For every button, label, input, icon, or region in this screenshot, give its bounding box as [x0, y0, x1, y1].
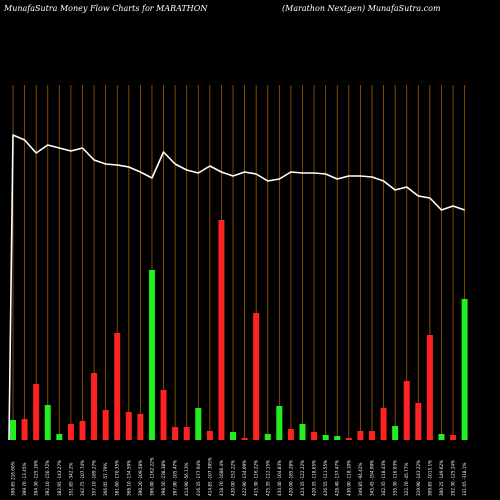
x-tick-label: 397.90 -105.47% — [173, 460, 178, 496]
x-tick-label: 425.35 -112.15% — [265, 460, 270, 496]
flow-bar — [195, 408, 202, 440]
flow-bar — [264, 434, 271, 440]
flow-bar — [172, 427, 179, 440]
price-line — [8, 134, 465, 441]
flow-bar — [160, 390, 167, 440]
flow-bar — [33, 384, 40, 440]
flow-bar — [91, 373, 98, 440]
x-tick-label: 428.40 -137.47% — [335, 460, 340, 496]
x-tick-label: 357.10 -189.27% — [92, 460, 97, 496]
x-tick-label: 322.70 -45.77% — [404, 463, 409, 496]
x-tick-label: 430.90 -118.10% — [346, 460, 351, 496]
x-tick-label: 420.35 -118.65% — [312, 460, 317, 496]
flow-bar — [276, 406, 283, 440]
flow-bars — [10, 220, 468, 440]
flow-bar — [426, 335, 433, 440]
flow-bar — [311, 432, 318, 440]
x-tick-label: 345.45 -194.99% — [369, 460, 374, 496]
x-tick-label: 319.90 -143.22% — [416, 460, 421, 496]
flow-bar — [287, 429, 294, 440]
x-tick-label: 351.85 -342.2% — [68, 463, 73, 496]
price-line-layer — [8, 134, 465, 441]
x-tick-label: 424.35 -122.22% — [300, 460, 305, 496]
flow-bar — [322, 435, 329, 440]
x-tick-label: 398.50 -238.38% — [161, 460, 166, 496]
flow-bar — [357, 431, 364, 440]
flow-bar — [44, 405, 51, 440]
flow-bar — [450, 435, 457, 440]
x-tick-label: 335.30 -116.03% — [393, 460, 398, 496]
x-tick-label: 414.90 -56.13% — [184, 463, 189, 496]
x-tick-label: 399.70 -13.45% — [22, 463, 27, 496]
flow-bar — [137, 414, 144, 440]
flow-bar — [380, 408, 387, 440]
x-tick-label: 292.30 -125.24% — [451, 460, 456, 496]
x-tick-label: 422.90 -134.09% — [242, 460, 247, 496]
x-tick-label: 382.95 -143.27% — [57, 460, 62, 496]
flow-bar — [183, 427, 190, 440]
x-tick-label: 342.35 -118.43% — [381, 460, 386, 496]
flow-bar — [438, 434, 445, 440]
flow-bar — [345, 438, 352, 440]
grid-lines — [12, 85, 466, 440]
flow-bar — [415, 403, 422, 440]
x-tick-label: 331.65 -318.1% — [462, 463, 467, 496]
x-tick-label: 416.35 -177.94% — [196, 460, 201, 496]
flow-bar — [241, 438, 248, 440]
flow-bar — [299, 424, 306, 440]
flow-bar — [461, 299, 468, 440]
flow-bar — [114, 333, 121, 440]
x-tick-label: 420.00 -185.28% — [288, 460, 293, 496]
x-tick-label: 381.60 -170.35% — [115, 460, 120, 496]
x-tick-label: 434.40 -104.83% — [277, 460, 282, 496]
flow-bar — [403, 381, 410, 440]
x-tick-label: 366.05 -57.79% — [103, 463, 108, 496]
flow-bar — [206, 431, 213, 440]
chart-source-label: (Marathon Nextgen) MunafaSutra.com — [282, 4, 441, 13]
flow-bar — [10, 420, 16, 440]
x-tick-label: 349.85 -94.42% — [358, 463, 363, 496]
flow-bar — [79, 421, 86, 440]
x-tick-label: 396.00 -1162.22% — [149, 457, 154, 496]
flow-bar — [148, 270, 155, 440]
flow-bar — [392, 426, 399, 440]
x-tick-label: 309.85 -1015.1% — [427, 460, 432, 496]
x-tick-label: 426.55 -111.55% — [323, 460, 328, 496]
chart-title: MunafaSutra Money Flow Charts for MARATH… — [4, 4, 208, 13]
flow-bar — [102, 410, 109, 440]
x-tick-labels: 398.85 216.60% 399.70 -13.45% 394.30 -125.… — [11, 457, 468, 496]
flow-bar — [230, 432, 237, 440]
x-tick-label: 418.70 -1686.4% — [219, 460, 224, 496]
flow-bar — [368, 431, 375, 440]
x-tick-label: 390.20 -109.58% — [138, 460, 143, 496]
x-tick-label: 392.10 -150.72% — [45, 460, 50, 496]
flow-bar — [253, 313, 260, 440]
x-tick-label: 342.75 -107.74% — [80, 460, 85, 496]
x-tick-label: 394.30 -125.16% — [34, 460, 39, 496]
flow-bar — [334, 436, 341, 440]
flow-bar — [218, 220, 225, 440]
x-tick-label: 415.30 -116.22% — [254, 460, 259, 496]
x-tick-label: 368.10 -134.59% — [126, 460, 131, 496]
flow-bar — [21, 419, 28, 440]
flow-bar — [125, 412, 132, 440]
x-tick-label: 420.00 -152.22% — [231, 460, 236, 496]
flow-bar — [67, 424, 74, 440]
x-tick-label: 414.85 -107.395% — [207, 457, 212, 496]
x-tick-label: 398.85 216.60% — [11, 461, 16, 496]
flow-bar — [56, 434, 63, 440]
x-tick-label: 300.25 -149.62% — [439, 460, 444, 496]
